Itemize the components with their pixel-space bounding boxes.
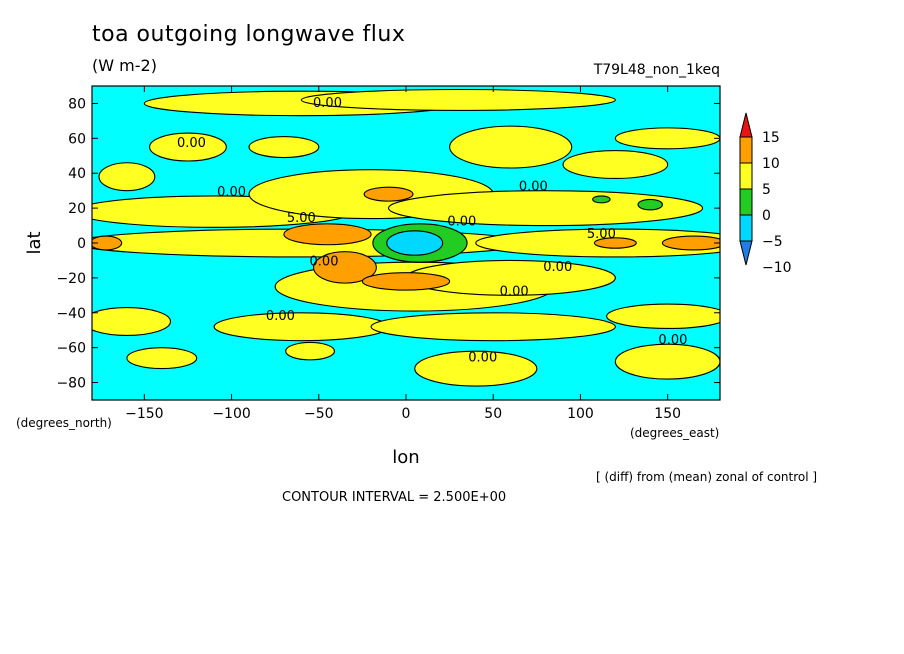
colorbar-bottom-arrow — [739, 240, 753, 266]
y-tick-label-8: 80 — [68, 96, 86, 112]
shaded-region-0-6 — [562, 149, 669, 180]
y-axis-label: lat — [24, 231, 45, 254]
colorbar-label-3: 0 — [762, 208, 771, 224]
colorbar-label-4: −5 — [762, 234, 783, 250]
x-tick-label-1: −100 — [212, 406, 250, 422]
shaded-region-0-16 — [213, 312, 390, 342]
colorbar-label-5: −10 — [762, 260, 792, 276]
y-tick-label-2: −40 — [56, 306, 86, 322]
y-tick-label-1: −60 — [56, 341, 86, 357]
contour-label-6: 0.00 — [519, 180, 548, 195]
x-tick-label-5: 100 — [567, 406, 594, 422]
colorbar-segment-3 — [739, 214, 753, 242]
contour-label-3: 5.00 — [287, 211, 316, 226]
colorbar-segment-2 — [739, 188, 753, 216]
chart-units: (W m-2) — [92, 56, 157, 75]
y-tick-label-7: 60 — [68, 131, 86, 147]
shaded-region-0-10 — [388, 190, 704, 227]
contour-label-2: 0.00 — [217, 185, 246, 200]
x-tick-label-2: −50 — [304, 406, 334, 422]
shaded-region-0-18 — [606, 303, 720, 330]
y-tick-label-6: 40 — [68, 166, 86, 182]
colorbar-segment-1 — [739, 162, 753, 190]
shaded-region--5-2 — [592, 195, 611, 204]
comparison-note: [ (diff) from (mean) zonal of control ] — [596, 470, 818, 484]
shaded-region-0-5 — [449, 125, 573, 169]
shaded-region-0-0 — [98, 162, 156, 192]
colorbar-label-1: 10 — [762, 156, 780, 172]
shaded-region-0-20 — [285, 341, 336, 361]
y-tick-label-4: 0 — [77, 236, 86, 252]
shaded-region--5-1 — [637, 198, 663, 211]
y-tick-label-5: 20 — [68, 201, 86, 217]
shaded-region-5-4 — [92, 235, 123, 251]
contour-label-4: 0.00 — [310, 255, 339, 270]
shaded-region-0-1 — [149, 132, 227, 162]
contour-label-5: 0.00 — [447, 215, 476, 230]
x-axis-label: lon — [392, 447, 419, 468]
x-tick-label-0: −150 — [125, 406, 163, 422]
y-unit-label: (degrees_north) — [16, 416, 112, 430]
shaded-region-5-0 — [363, 186, 414, 202]
shaded-region-0-22 — [614, 343, 720, 380]
shaded-region-0-2 — [248, 136, 320, 159]
case-label: T79L48_non_1keq — [593, 62, 720, 78]
colorbar-label-2: 5 — [762, 182, 771, 198]
contour-label-11: 0.00 — [468, 351, 497, 366]
shaded-region-0-15 — [92, 306, 172, 337]
x-unit-label: (degrees_east) — [630, 426, 720, 440]
x-tick-label-3: 0 — [402, 406, 411, 422]
shaded-region-5-6 — [661, 235, 720, 251]
contour-label-8: 0.00 — [543, 260, 572, 275]
shaded-region-5-5 — [593, 237, 637, 249]
contour-label-12: 0.00 — [658, 333, 687, 348]
x-tick-label-4: 50 — [484, 406, 502, 422]
shaded-region-0-19 — [126, 347, 198, 370]
shaded-region--10-0 — [386, 230, 444, 256]
chart-title: toa outgoing longwave flux — [92, 22, 406, 47]
contour-label-10: 0.00 — [266, 309, 295, 324]
contour-interval: CONTOUR INTERVAL = 2.500E+00 — [282, 490, 507, 505]
y-tick-label-0: −80 — [56, 376, 86, 392]
contour-label-1: 0.00 — [177, 136, 206, 151]
contour-label-9: 0.00 — [500, 284, 529, 299]
colorbar-segment-0 — [739, 136, 753, 164]
shaded-region-0-21 — [414, 350, 538, 387]
shaded-region-5-3 — [361, 272, 451, 291]
colorbar-label-0: 15 — [762, 130, 780, 146]
contour-label-7: 5.00 — [587, 227, 616, 242]
shaded-region-5-2 — [312, 251, 377, 284]
x-tick-label-6: 150 — [654, 406, 681, 422]
shaded-region-0-4 — [300, 88, 616, 111]
y-tick-label-3: −20 — [56, 271, 86, 287]
contour-label-0: 0.00 — [313, 96, 342, 111]
shaded-region-5-1 — [283, 223, 372, 246]
colorbar-top-arrow — [739, 112, 753, 138]
shaded-region-0-17 — [370, 312, 616, 342]
shaded-region-0-7 — [614, 127, 720, 150]
